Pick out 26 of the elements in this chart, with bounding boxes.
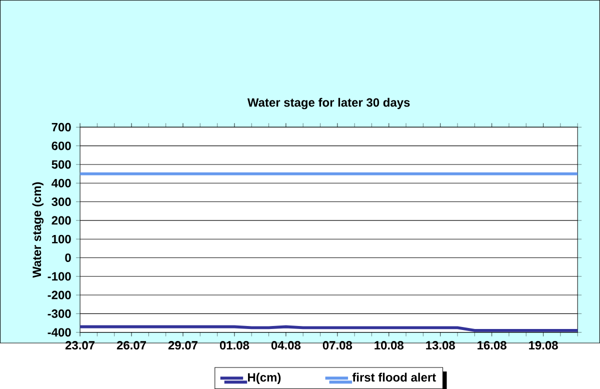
y-tick-label: 500	[52, 160, 71, 169]
legend-label: first flood alert	[352, 372, 436, 382]
y-tick-label: 0	[65, 253, 71, 262]
y-tick-label: 600	[52, 142, 71, 150]
y-tick-label: -100	[48, 272, 71, 281]
y-tick-label: -200	[48, 290, 71, 300]
y-axis-title: Water stage (cm)	[32, 182, 44, 278]
y-tick-label: 700	[52, 122, 71, 132]
x-tick-label: 26.07	[116, 340, 146, 350]
x-tick-label: 29.07	[168, 340, 198, 350]
legend-label: H(cm)	[248, 372, 281, 384]
x-tick-label: 10.08	[374, 340, 404, 350]
x-tick-label: 01.08	[220, 340, 250, 350]
chart-title: Water stage for later 30 days	[247, 98, 410, 110]
y-tick-label: 200	[52, 216, 71, 225]
x-tick-label: 13.08	[426, 340, 455, 350]
x-tick-label: 04.08	[271, 340, 301, 350]
x-tick-label: 16.08	[478, 340, 506, 350]
y-tick-label: 300	[52, 197, 71, 206]
y-tick-label: 400	[52, 178, 71, 188]
y-tick-label: 100	[52, 234, 71, 244]
y-tick-label: -400	[48, 328, 71, 337]
x-tick-label: 19.08	[529, 340, 558, 350]
y-tick-label: -300	[48, 309, 71, 318]
x-tick-label: 23.07	[65, 340, 95, 350]
x-tick-label: 07.08	[322, 340, 352, 350]
